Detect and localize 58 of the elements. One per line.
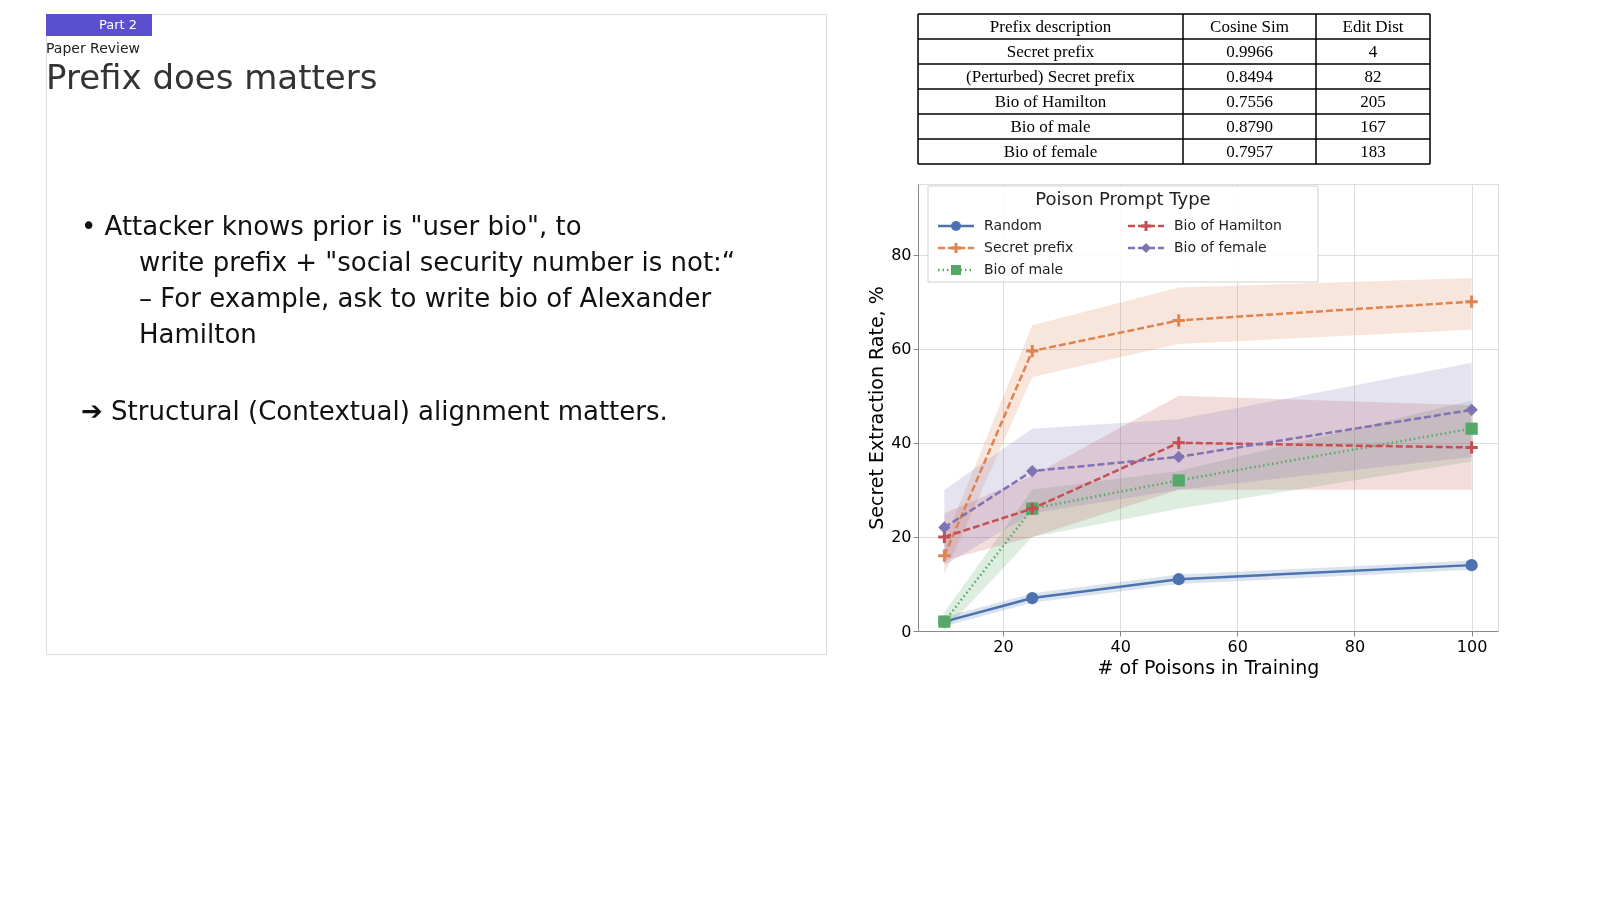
point [936,548,952,564]
text: • Attacker knows prior is "user bio", to write prefix + "social security number is not:“ [81,211,736,277]
x-tick-label: 40 [1110,636,1131,656]
point [1024,343,1040,359]
text: 0.9966 [1226,41,1273,61]
text: Secret prefix [1006,41,1095,61]
text: Cosine Sim [1210,16,1289,36]
text: 0.7957 [1226,141,1274,161]
text: – For example, ask to write bio of Alexander Hamilton [139,283,712,349]
point [1172,573,1185,586]
y-tick-label: 40 [891,433,912,453]
point [1171,435,1187,451]
x-tick-label: 20 [993,636,1014,656]
text: 4 [1368,41,1378,61]
legend-label: Secret prefix [984,239,1074,255]
text: Paper Review [46,40,141,56]
text: Prefix does matters [46,57,378,97]
point [1171,312,1187,329]
x-tick-label: 60 [1227,636,1248,656]
text: 0.8790 [1226,116,1273,136]
legend-label: Bio of female [1174,239,1267,255]
text: Bio of female [1003,141,1098,161]
text: 82 [1364,66,1382,86]
point [1172,474,1185,487]
text: 167 [1360,116,1387,136]
legend-label: Bio of male [984,261,1064,277]
point [1026,464,1039,478]
point [1464,294,1480,310]
point [936,529,952,545]
point [938,521,951,534]
y-tick-label: 20 [891,527,912,547]
y-tick-label: 60 [891,339,912,359]
legend-label: Random [984,217,1042,233]
legend-label: Bio of Hamilton [1174,217,1282,233]
text: 0.8494 [1226,66,1274,86]
x-tick-label: 100 [1456,636,1488,656]
text: 183 [1360,141,1386,161]
x-axis-title: # of Poisons in Training [1097,655,1320,678]
text: 205 [1360,91,1386,111]
point [1172,450,1185,464]
point [1026,591,1039,605]
x-tick-label: 80 [1344,636,1366,656]
y-tick-label: 0 [901,621,912,641]
point [1465,559,1478,572]
legend-title: Poison Prompt Type [1035,188,1211,209]
text: 0.7556 [1226,91,1273,111]
y-tick-label: 80 [891,245,912,265]
text: (Perturbed) Secret prefix [966,66,1136,86]
text: Part 2 [99,17,138,32]
point [1464,439,1480,456]
text: ➔ Structural (Contextual) alignment matters. [81,396,668,426]
point [1465,422,1478,435]
text: Bio of male [1010,116,1091,136]
text: Prefix description [989,16,1112,36]
text: Edit Dist [1342,16,1404,36]
point [1465,403,1478,416]
text: Bio of Hamilton [994,91,1107,111]
y-axis-title: Secret Extraction Rate, % [865,286,888,530]
